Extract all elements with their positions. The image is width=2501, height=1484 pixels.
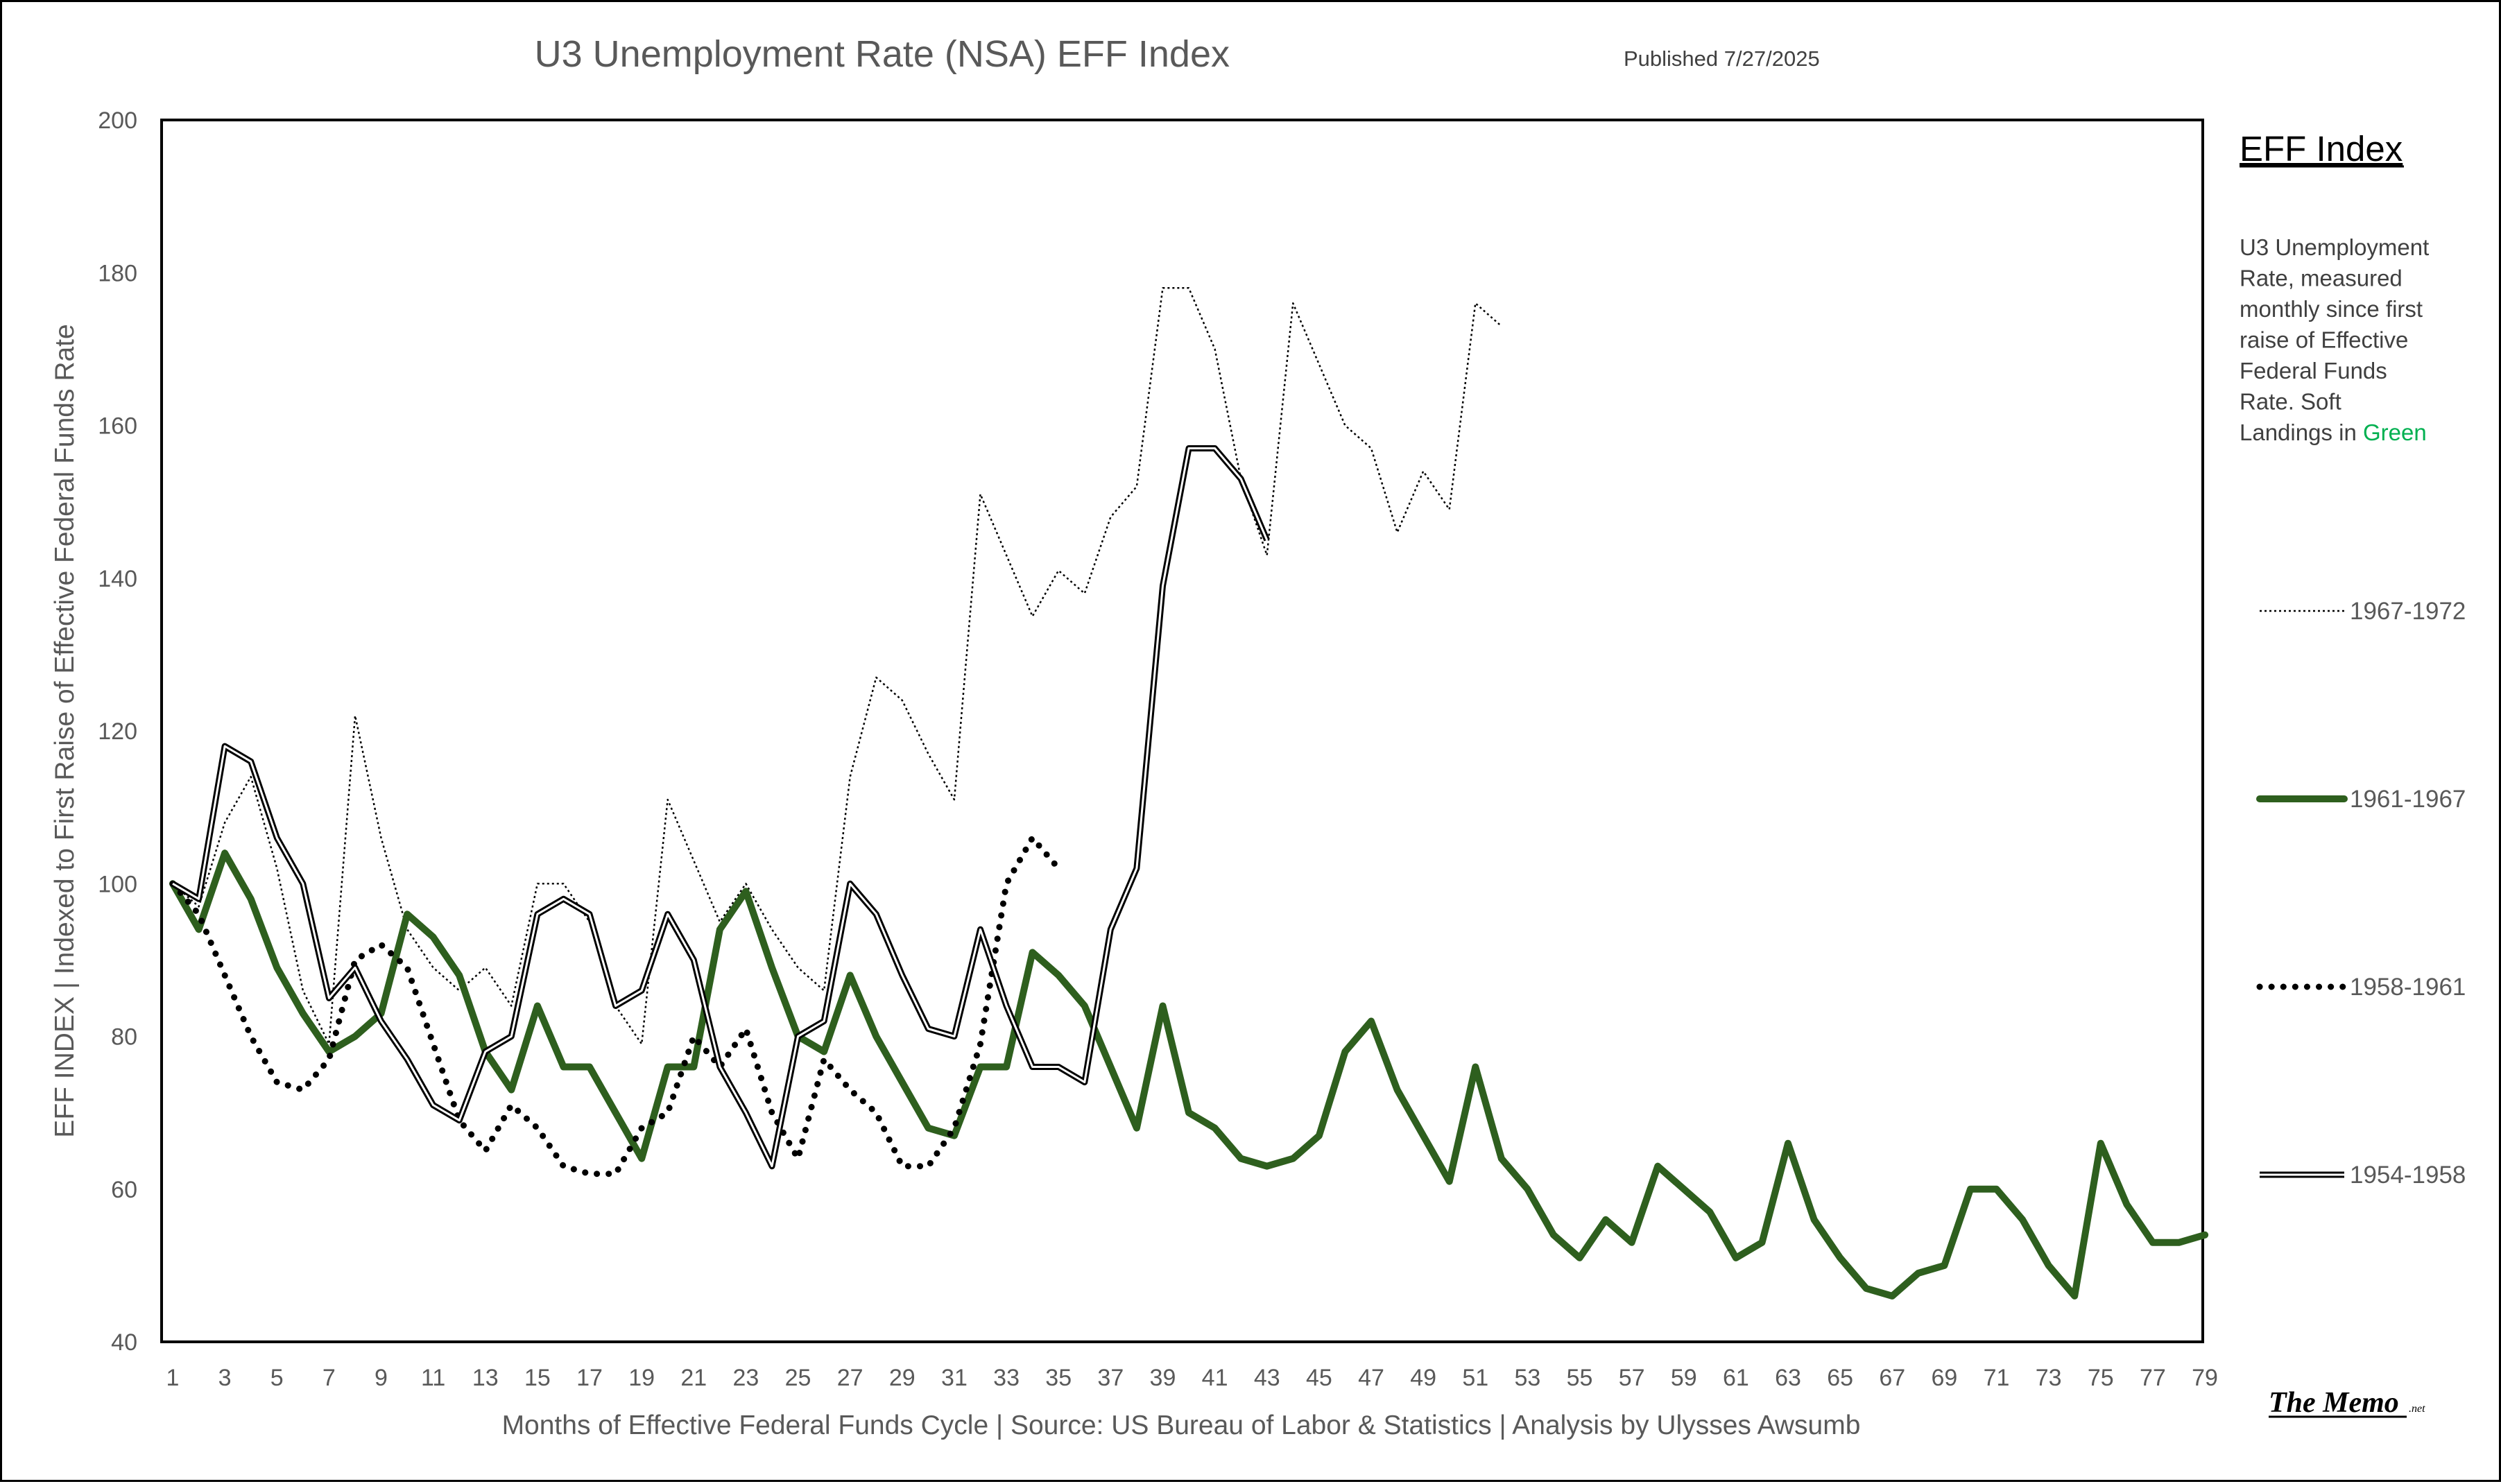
x-tick-label: 29 xyxy=(889,1365,916,1391)
x-tick-label: 49 xyxy=(1410,1365,1436,1391)
series-line-1954-1958-inner xyxy=(172,447,1269,1168)
legend-items: 1967-1972 1961-1967 1958-1961 1954-1958 xyxy=(2256,598,2466,1189)
x-tick-label: 21 xyxy=(680,1365,707,1391)
x-axis-ticks: 1 3 5 7 9 11 13 15 17 19 21 23 25 27 29 31 33 35 37 39 41 43 4… xyxy=(166,1365,2218,1391)
x-tick-label: 39 xyxy=(1150,1365,1176,1391)
y-tick-label: 140 xyxy=(98,566,137,592)
x-tick-label: 27 xyxy=(837,1365,863,1391)
x-tick-label: 37 xyxy=(1097,1365,1124,1391)
x-tick-label: 73 xyxy=(2036,1365,2062,1391)
x-tick-label: 63 xyxy=(1775,1365,1801,1391)
legend-description-line: raise of Effective xyxy=(2240,327,2408,353)
y-tick-label: 40 xyxy=(111,1329,137,1356)
y-tick-label: 60 xyxy=(111,1177,137,1203)
x-tick-label: 79 xyxy=(2192,1365,2218,1391)
x-tick-label: 75 xyxy=(2088,1365,2114,1391)
x-tick-label: 41 xyxy=(1202,1365,1228,1391)
x-tick-label: 71 xyxy=(1984,1365,2010,1391)
x-tick-label: 19 xyxy=(628,1365,655,1391)
legend-label: 1958-1961 xyxy=(2350,974,2466,1001)
y-tick-label: 180 xyxy=(98,260,137,286)
legend-item: 1954-1958 xyxy=(2260,1162,2466,1189)
x-tick-label: 59 xyxy=(1671,1365,1697,1391)
legend-item: 1967-1972 xyxy=(2260,598,2466,625)
y-tick-label: 100 xyxy=(98,871,137,897)
x-tick-label: 77 xyxy=(2140,1365,2166,1391)
series-layer xyxy=(169,287,2209,1300)
x-tick-label: 15 xyxy=(524,1365,551,1391)
y-tick-label: 160 xyxy=(98,413,137,440)
legend-title: EFF Index xyxy=(2240,129,2403,169)
y-axis-ticks: 40 60 80 100 120 140 160 180 200 xyxy=(98,107,137,1356)
y-axis-label: EFF INDEX | Indexed to First Raise of Ef… xyxy=(50,324,80,1137)
legend-description-line: Rate. Soft xyxy=(2240,389,2341,415)
legend-label: 1954-1958 xyxy=(2350,1162,2466,1189)
x-tick-label: 17 xyxy=(576,1365,603,1391)
x-tick-label: 9 xyxy=(375,1365,388,1391)
x-tick-label: 61 xyxy=(1723,1365,1749,1391)
x-tick-label: 11 xyxy=(421,1365,445,1391)
chart-title: U3 Unemployment Rate (NSA) EFF Index xyxy=(535,33,1230,75)
x-tick-label: 69 xyxy=(1932,1365,1958,1391)
x-tick-label: 45 xyxy=(1306,1365,1332,1391)
legend-label: 1961-1967 xyxy=(2350,786,2466,813)
legend-highlight-word: Green xyxy=(2363,420,2427,445)
x-tick-label: 55 xyxy=(1567,1365,1593,1391)
logo-suffix: .net xyxy=(2409,1403,2425,1415)
legend-item: 1958-1961 xyxy=(2256,974,2466,1001)
series-line-1967-1972 xyxy=(172,287,1502,1045)
x-tick-label: 35 xyxy=(1045,1365,1072,1391)
x-tick-label: 25 xyxy=(785,1365,811,1391)
x-tick-label: 13 xyxy=(472,1365,499,1391)
legend-description-line: U3 Unemployment xyxy=(2240,234,2429,260)
x-tick-label: 33 xyxy=(993,1365,1020,1391)
x-tick-label: 5 xyxy=(270,1365,284,1391)
plot-area xyxy=(160,119,2204,1343)
x-tick-label: 23 xyxy=(733,1365,759,1391)
legend-description-line: Landings in Green xyxy=(2240,420,2427,445)
chart-subtitle: Published 7/27/2025 xyxy=(1624,46,1820,71)
x-tick-label: 1 xyxy=(166,1365,180,1391)
x-tick-label: 65 xyxy=(1827,1365,1853,1391)
x-axis-label: Months of Effective Federal Funds Cycle … xyxy=(502,1410,1861,1440)
x-tick-label: 53 xyxy=(1514,1365,1540,1391)
x-tick-label: 67 xyxy=(1879,1365,1905,1391)
legend-label: 1967-1972 xyxy=(2350,598,2466,625)
legend-description: U3 Unemployment Rate, measured monthly sin… xyxy=(2240,234,2429,445)
y-tick-label: 120 xyxy=(98,718,137,745)
x-tick-label: 3 xyxy=(218,1365,232,1391)
legend-item: 1961-1967 xyxy=(2256,786,2466,813)
legend-description-line: monthly since first xyxy=(2240,296,2423,322)
series-line-1954-1958 xyxy=(171,445,1270,1170)
series-line-1958-1961 xyxy=(169,834,1062,1177)
x-tick-label: 7 xyxy=(323,1365,336,1391)
x-tick-label: 57 xyxy=(1619,1365,1645,1391)
logo-text: The Memo xyxy=(2269,1387,2399,1419)
x-tick-label: 43 xyxy=(1254,1365,1280,1391)
y-tick-label: 200 xyxy=(98,107,137,134)
x-tick-label: 47 xyxy=(1358,1365,1384,1391)
legend-description-line: Federal Funds xyxy=(2240,358,2387,383)
series-line-1961-1967 xyxy=(169,849,2209,1300)
y-tick-label: 80 xyxy=(111,1024,137,1051)
legend-description-line: Rate, measured xyxy=(2240,266,2403,291)
x-tick-label: 51 xyxy=(1462,1365,1488,1391)
x-tick-label: 31 xyxy=(941,1365,968,1391)
